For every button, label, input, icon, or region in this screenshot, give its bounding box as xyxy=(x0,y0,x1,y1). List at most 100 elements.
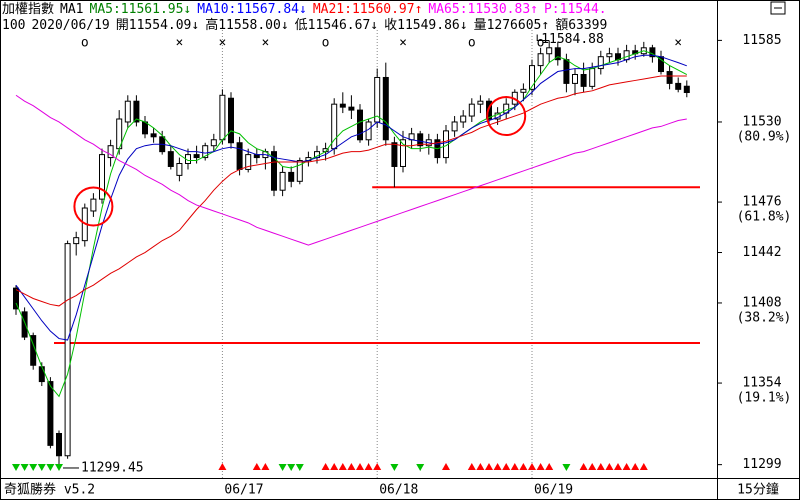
header-item: MA10:11567.84↓ xyxy=(197,2,307,17)
header-item: MA5:11561.95↓ xyxy=(90,2,192,17)
candle-body xyxy=(56,432,62,457)
fib-label: (38.2%) xyxy=(737,310,792,325)
header-item: 開11554.09↓ xyxy=(116,18,199,33)
candle-body xyxy=(537,53,544,67)
trend-marker xyxy=(536,463,545,470)
trend-marker xyxy=(596,463,605,470)
candle-body xyxy=(597,56,604,70)
candle-body xyxy=(99,154,105,200)
candle-body xyxy=(64,243,71,457)
highlight-circle xyxy=(486,96,527,137)
candle-body xyxy=(296,160,303,182)
candle-body xyxy=(529,65,535,90)
fib-label: (61.8%) xyxy=(737,210,792,225)
trend-marker xyxy=(485,463,493,470)
candle-body xyxy=(107,145,114,159)
header-item: 低11546.67↓ xyxy=(295,18,378,33)
trend-marker xyxy=(356,463,364,470)
header-item: 量1276605↑ xyxy=(474,18,550,33)
trend-marker xyxy=(373,463,382,470)
candle-body xyxy=(589,68,596,87)
trend-marker xyxy=(639,463,648,470)
highlight-circle xyxy=(73,186,114,227)
header-item: 高11558.00↓ xyxy=(205,17,288,33)
header-item: MA21:11560.97↑ xyxy=(313,2,423,17)
fib-label: (19.1%) xyxy=(737,391,792,406)
header-item: 100 xyxy=(2,18,25,33)
trend-marker xyxy=(321,463,330,470)
candle-body xyxy=(245,154,252,170)
trend-marker xyxy=(29,464,38,471)
candle-body xyxy=(357,109,363,141)
trend-marker xyxy=(502,463,511,470)
trend-marker xyxy=(278,464,287,471)
ma-line xyxy=(15,94,687,246)
y-tick-label: 11354 xyxy=(742,376,781,391)
x-tick-label: 06/17 xyxy=(224,483,263,498)
ma-line xyxy=(15,50,688,398)
trend-marker xyxy=(605,463,614,470)
candle-body xyxy=(683,85,690,94)
x-tick-label: 06/18 xyxy=(379,483,418,498)
candle-body xyxy=(417,133,424,147)
header-item: 額63399 xyxy=(555,18,607,33)
header-item: P:11544. xyxy=(544,2,607,17)
candle-body xyxy=(623,50,630,61)
candle-body xyxy=(554,47,561,61)
candle-body xyxy=(391,142,398,167)
trend-marker xyxy=(20,464,29,471)
trend-marker xyxy=(631,463,640,470)
candle-body xyxy=(606,53,613,58)
trend-marker xyxy=(218,463,227,470)
trend-marker xyxy=(261,463,270,470)
trend-marker xyxy=(416,464,425,471)
trend-marker xyxy=(55,464,63,471)
header-item: MA65:11530.83↑ xyxy=(428,2,538,17)
header-item: 收11549.86↓ xyxy=(384,18,467,33)
trend-marker xyxy=(545,463,554,470)
signal: o xyxy=(322,36,330,51)
candle-body xyxy=(520,88,527,93)
fib-label: (80.9%) xyxy=(737,129,792,144)
annotation-leader xyxy=(536,34,550,42)
trend-marker xyxy=(338,463,347,470)
signal: × xyxy=(399,36,407,51)
candle-body xyxy=(279,171,286,191)
trend-marker xyxy=(347,463,356,470)
candle-body xyxy=(477,100,484,105)
trend-marker xyxy=(12,464,20,471)
trend-marker xyxy=(390,464,399,471)
candle-body xyxy=(150,133,157,138)
signal: o xyxy=(468,36,476,51)
trend-marker xyxy=(519,463,528,470)
trend-marker xyxy=(588,463,597,470)
candle-body xyxy=(90,198,97,212)
candle-body xyxy=(47,381,54,446)
trend-marker xyxy=(562,464,571,471)
trend-marker xyxy=(476,463,485,470)
trend-marker xyxy=(579,463,588,470)
candle-body xyxy=(236,142,243,170)
candle-body xyxy=(202,145,209,159)
candle-body xyxy=(563,59,570,84)
y-tick-label: 11530 xyxy=(742,114,781,129)
candle-body xyxy=(176,163,183,176)
candle-body xyxy=(288,171,295,182)
trend-marker xyxy=(295,464,304,471)
header-row: 100 2020/06/19 開11554.09↓ 高11558.00↓ 低11546.… xyxy=(2,17,607,33)
trend-marker xyxy=(614,463,622,470)
candle-body xyxy=(21,311,28,338)
trend-marker xyxy=(510,463,519,470)
header-item: 加權指數 xyxy=(2,2,54,17)
signal: × xyxy=(674,36,682,51)
trend-marker xyxy=(364,463,373,470)
signal: o xyxy=(537,36,545,51)
candle-body xyxy=(38,366,45,383)
candle-body xyxy=(580,74,587,87)
candle-body xyxy=(649,47,656,58)
candle-body xyxy=(666,71,673,84)
y-tick-label: 11299 xyxy=(742,457,781,472)
x-tick-label: 06/19 xyxy=(534,483,573,498)
candle-body xyxy=(348,106,355,111)
candle-body xyxy=(228,97,234,144)
